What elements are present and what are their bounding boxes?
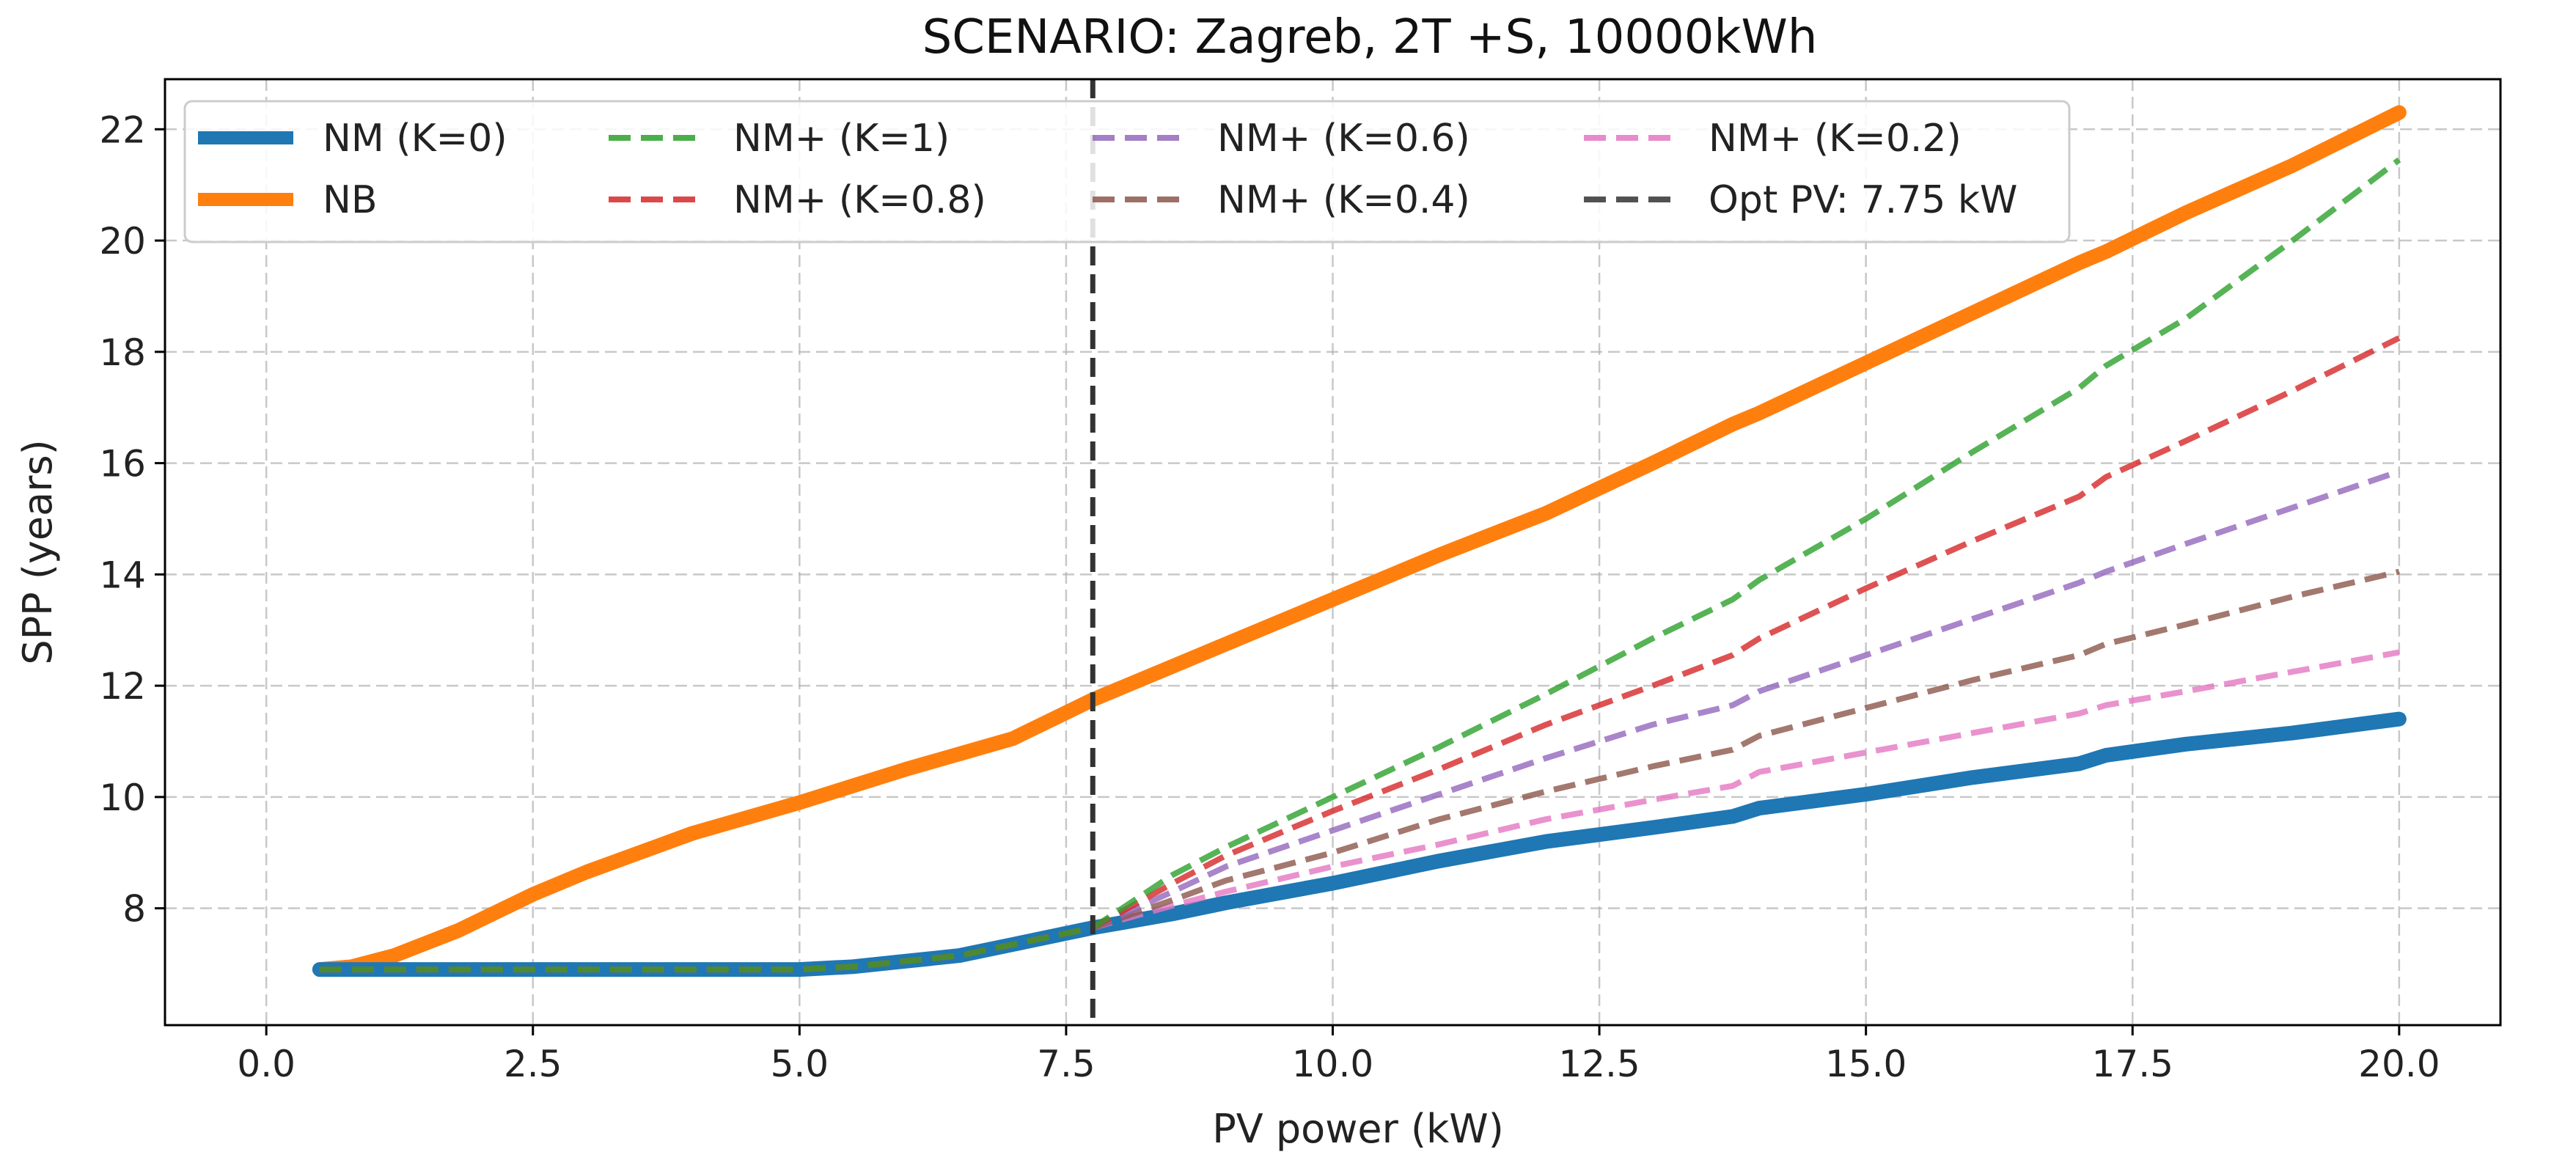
series-line-nb (312, 105, 2407, 977)
x-axis-ticks: 0.0 2.5 5.0 7.5 10.0 12.5 15.0 17.5 20.0 (237, 1025, 2440, 1085)
legend-label-nb: NB (323, 178, 378, 222)
y-tick-label: 16 (99, 443, 146, 485)
legend-label-opt-pv-7-75-kw: Opt PV: 7.75 kW (1709, 178, 2017, 222)
series-lines (312, 105, 2407, 977)
series-line-nm-k-0-2 (319, 649, 2400, 973)
y-tick-label: 20 (99, 220, 146, 263)
x-tick-label: 10.0 (1292, 1043, 1373, 1085)
legend: NM (K=0) NB NM+ (K=1) NM+ (K=0.8) NM+ (K=0.6… (183, 100, 2071, 243)
y-tick-label: 14 (99, 554, 146, 596)
legend-label-nm-k-0-6: NM+ (K=0.6) (1217, 117, 1470, 161)
x-tick-label: 0.0 (237, 1043, 296, 1085)
y-tick-label: 8 (122, 888, 146, 931)
legend-label-nm-k-0-4: NM+ (K=0.4) (1217, 178, 1470, 222)
y-tick-label: 10 (99, 777, 146, 819)
series-line-nm-k-0 (312, 711, 2407, 977)
y-tick-label: 22 (99, 109, 146, 151)
x-tick-label: 7.5 (1037, 1043, 1096, 1085)
series-line-nm-k-1 (319, 157, 2401, 973)
y-tick-label: 18 (99, 331, 146, 374)
x-tick-label: 5.0 (771, 1043, 829, 1085)
x-tick-label: 12.5 (1558, 1043, 1640, 1085)
y-tick-label: 12 (99, 665, 146, 708)
legend-label-nm-k-0: NM (K=0) (323, 117, 507, 161)
legend-label-nm-k-1: NM+ (K=1) (733, 117, 950, 161)
legend-label-nm-k-0-2: NM+ (K=0.2) (1709, 117, 1962, 161)
series-line-nm-k-0-6 (319, 469, 2401, 973)
x-tick-label: 2.5 (504, 1043, 562, 1085)
x-tick-label: 20.0 (2358, 1043, 2440, 1085)
series-line-nm-k-0-4 (319, 568, 2400, 973)
y-axis-ticks: 8 10 12 14 16 18 20 22 (99, 109, 165, 931)
chart-title: SCENARIO: Zagreb, 2T +S, 10000kWh (922, 10, 1818, 65)
x-tick-label: 17.5 (2092, 1043, 2173, 1085)
y-axis-title: SPP (years) (15, 439, 61, 664)
legend-label-nm-k-0-8: NM+ (K=0.8) (733, 178, 986, 222)
x-axis-title: PV power (kW) (1212, 1106, 1504, 1152)
x-tick-label: 15.0 (1825, 1043, 1907, 1085)
